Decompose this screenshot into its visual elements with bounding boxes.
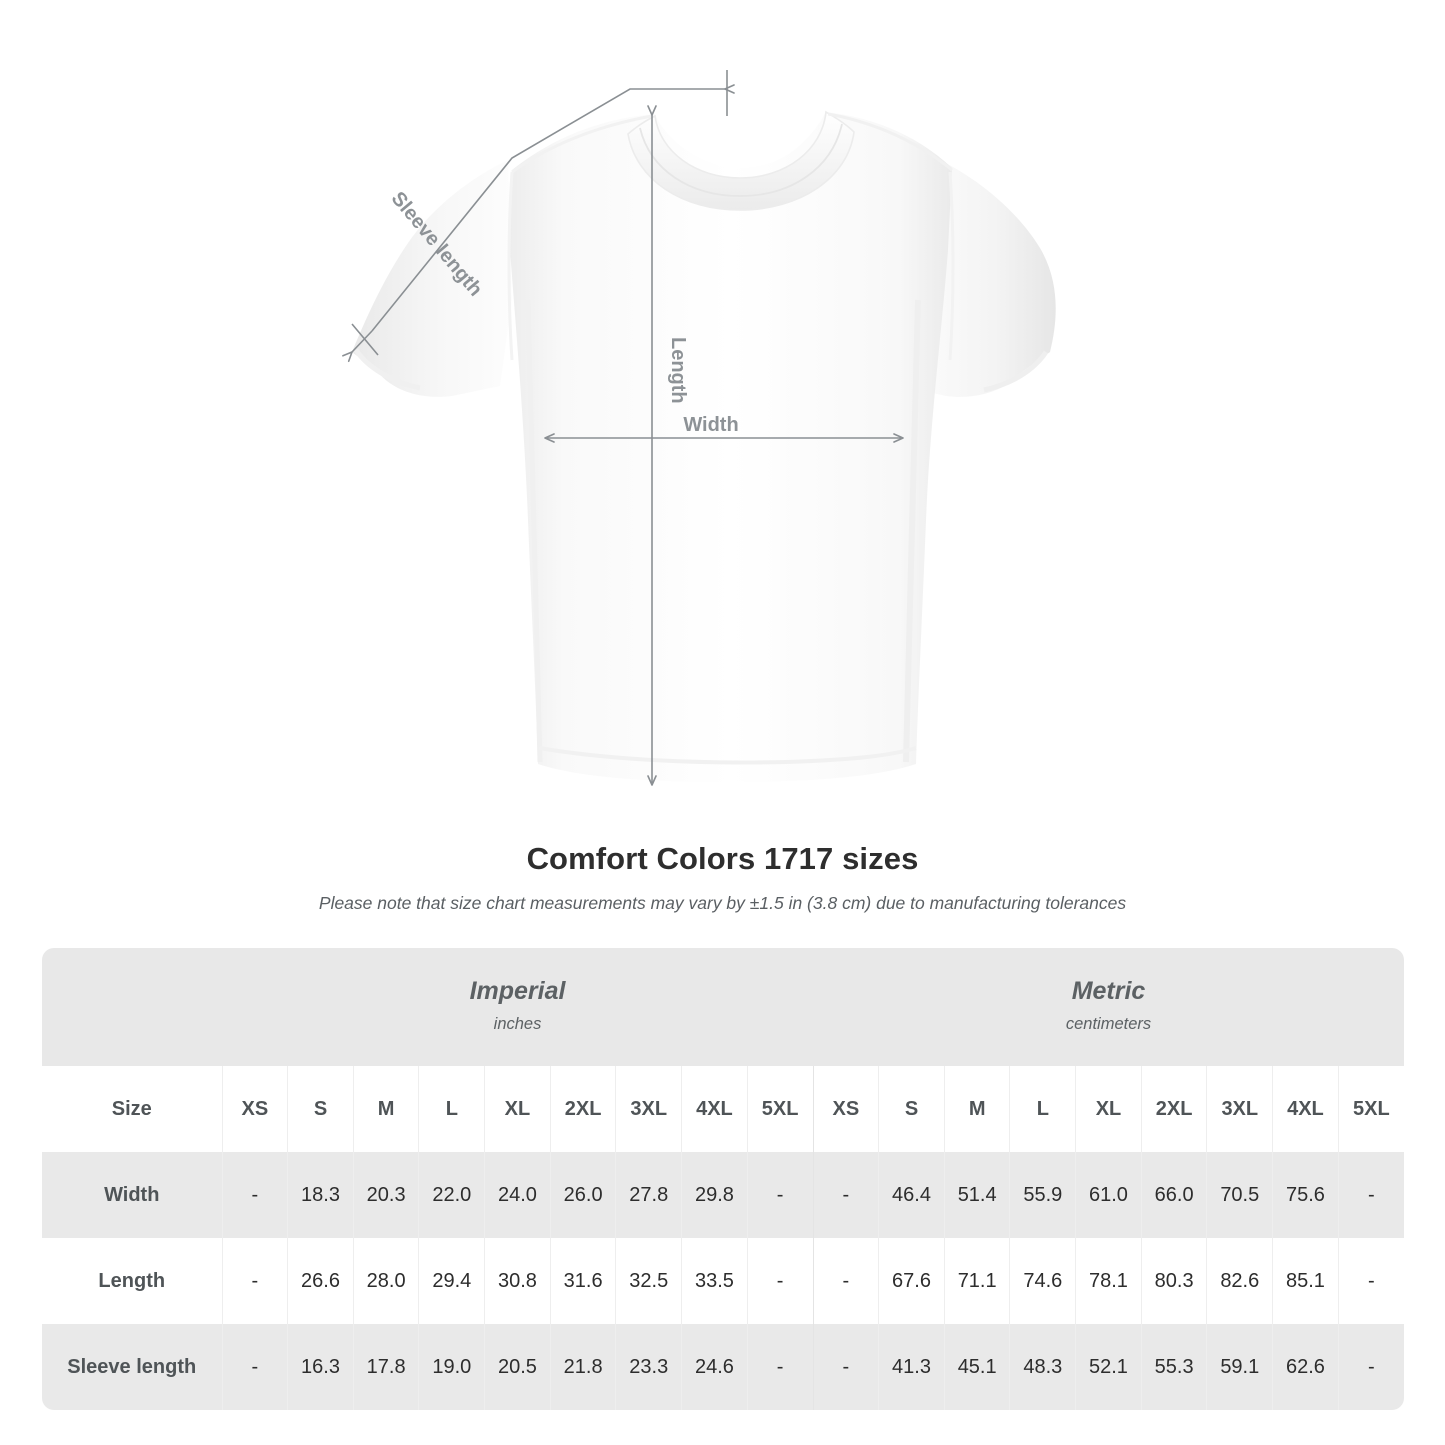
cell-sleeve-length-metric-s: 41.3: [878, 1324, 945, 1410]
table-row: Length -26.6 28.0 29.4 30.8 31.6 32.5 33.5- -67.…: [42, 1238, 1404, 1324]
cell-length-imperial-s: 26.6: [287, 1238, 354, 1324]
cell-length-imperial-xl: 30.8: [484, 1238, 551, 1324]
cell-length-metric-m: 71.1: [943, 1238, 1010, 1324]
cell-sleeve-length-imperial-xs: -: [221, 1324, 288, 1410]
cell-width-imperial-xl: 24.0: [484, 1152, 551, 1238]
cell-sleeve-length-metric-xl: 52.1: [1075, 1324, 1142, 1410]
column-header-metric-2xl: 2XL: [1140, 1066, 1207, 1152]
measurement-lines: [342, 70, 904, 786]
cell-length-imperial-xs: -: [221, 1238, 288, 1324]
unit-banner-row: Imperial inches Metric centimeters: [42, 948, 1404, 1066]
cell-sleeve-length-metric-m: 45.1: [943, 1324, 1010, 1410]
cell-length-metric-5xl: -: [1337, 1238, 1404, 1324]
cell-length-metric-xl: 78.1: [1075, 1238, 1142, 1324]
unit-banner-spacer: [42, 948, 222, 1066]
cell-sleeve-length-imperial-m: 17.8: [352, 1324, 419, 1410]
column-header-imperial-5xl: 5XL: [746, 1066, 814, 1152]
cell-width-imperial-m: 20.3: [352, 1152, 419, 1238]
cell-sleeve-length-imperial-s: 16.3: [287, 1324, 354, 1410]
cell-width-imperial-xs: -: [221, 1152, 288, 1238]
column-header-imperial-m: M: [352, 1066, 419, 1152]
length-label: Length: [667, 337, 689, 404]
cell-sleeve-length-imperial-3xl: 23.3: [615, 1324, 682, 1410]
table-row: Width -18.3 20.3 22.0 24.0 26.0 27.8 29.8- -46.4…: [42, 1152, 1404, 1238]
title-block: Comfort Colors 1717 sizes Please note th…: [0, 840, 1445, 915]
cell-width-metric-3xl: 70.5: [1206, 1152, 1273, 1238]
cell-width-imperial-3xl: 27.8: [615, 1152, 682, 1238]
size-chart-table: Imperial inches Metric centimeters Size XS S M L…: [42, 948, 1404, 1410]
cell-width-metric-xs: -: [812, 1152, 879, 1238]
column-header-metric-l: L: [1009, 1066, 1076, 1152]
cell-length-metric-3xl: 82.6: [1206, 1238, 1273, 1324]
cell-width-imperial-s: 18.3: [287, 1152, 354, 1238]
column-header-imperial-4xl: 4XL: [681, 1066, 748, 1152]
cell-length-metric-2xl: 80.3: [1140, 1238, 1207, 1324]
row-label-length: Length: [42, 1238, 222, 1324]
cell-width-imperial-5xl: -: [746, 1152, 814, 1238]
column-header-metric-xs: XS: [812, 1066, 879, 1152]
column-header-metric-5xl: 5XL: [1337, 1066, 1404, 1152]
unit-group-name: Metric: [1071, 976, 1146, 1005]
cell-width-imperial-4xl: 29.8: [681, 1152, 748, 1238]
cell-sleeve-length-metric-3xl: 59.1: [1206, 1324, 1273, 1410]
cell-width-imperial-l: 22.0: [418, 1152, 485, 1238]
cell-width-metric-s: 46.4: [878, 1152, 945, 1238]
column-header-imperial-xl: XL: [484, 1066, 551, 1152]
cell-sleeve-length-imperial-5xl: -: [746, 1324, 814, 1410]
cell-length-imperial-2xl: 31.6: [549, 1238, 616, 1324]
cell-width-metric-xl: 61.0: [1075, 1152, 1142, 1238]
cell-width-metric-2xl: 66.0: [1140, 1152, 1207, 1238]
cell-width-metric-4xl: 75.6: [1272, 1152, 1339, 1238]
cell-sleeve-length-imperial-4xl: 24.6: [681, 1324, 748, 1410]
page-title: Comfort Colors 1717 sizes: [526, 841, 919, 876]
size-chart-table-wrap: Imperial inches Metric centimeters Size XS S M L…: [42, 948, 1404, 1410]
cell-length-imperial-l: 29.4: [418, 1238, 485, 1324]
tshirt-illustration: Sleeve length Length Width: [342, 70, 1056, 786]
cell-length-metric-4xl: 85.1: [1272, 1238, 1339, 1324]
cell-sleeve-length-metric-4xl: 62.6: [1272, 1324, 1339, 1410]
cell-length-metric-s: 67.6: [878, 1238, 945, 1324]
cell-sleeve-length-imperial-2xl: 21.8: [549, 1324, 616, 1410]
column-header-metric-s: S: [878, 1066, 945, 1152]
cell-length-imperial-4xl: 33.5: [681, 1238, 748, 1324]
unit-group-imperial: Imperial inches: [222, 948, 814, 1066]
cell-sleeve-length-metric-5xl: -: [1337, 1324, 1404, 1410]
unit-group-metric: Metric centimeters: [813, 948, 1404, 1066]
column-header-imperial-xs: XS: [221, 1066, 288, 1152]
cell-length-metric-xs: -: [812, 1238, 879, 1324]
cell-width-metric-5xl: -: [1337, 1152, 1404, 1238]
column-header-size: Size: [42, 1066, 222, 1152]
cell-length-metric-l: 74.6: [1009, 1238, 1076, 1324]
table-header-row: Size XS S M L XL 2XL 3XL 4XL 5XL XS S M L XL 2XL 3XL 4XL 5…: [42, 1066, 1404, 1152]
cell-sleeve-length-metric-xs: -: [812, 1324, 879, 1410]
cell-sleeve-length-imperial-l: 19.0: [418, 1324, 485, 1410]
column-header-imperial-l: L: [418, 1066, 485, 1152]
row-label-sleeve-length: Sleeve length: [42, 1324, 222, 1410]
cell-width-metric-m: 51.4: [943, 1152, 1010, 1238]
column-header-metric-3xl: 3XL: [1206, 1066, 1273, 1152]
cell-sleeve-length-metric-l: 48.3: [1009, 1324, 1076, 1410]
row-label-width: Width: [42, 1152, 222, 1238]
cell-width-imperial-2xl: 26.0: [549, 1152, 616, 1238]
unit-group-name: Imperial: [469, 976, 566, 1005]
cell-length-imperial-m: 28.0: [352, 1238, 419, 1324]
cell-sleeve-length-metric-2xl: 55.3: [1140, 1324, 1207, 1410]
unit-group-sub: centimeters: [1065, 1014, 1152, 1033]
table-row: Sleeve length -16.3 17.8 19.0 20.5 21.8 23.3 24…: [42, 1324, 1404, 1410]
cell-width-metric-l: 55.9: [1009, 1152, 1076, 1238]
cell-sleeve-length-imperial-xl: 20.5: [484, 1324, 551, 1410]
tshirt-garment: [352, 110, 1056, 782]
width-label: Width: [683, 414, 738, 436]
tolerance-note: Please note that size chart measurements…: [318, 892, 1127, 913]
unit-group-sub: inches: [493, 1014, 542, 1033]
column-header-metric-m: M: [943, 1066, 1010, 1152]
cell-length-imperial-5xl: -: [746, 1238, 814, 1324]
column-header-imperial-s: S: [287, 1066, 354, 1152]
column-header-metric-xl: XL: [1075, 1066, 1142, 1152]
column-header-imperial-3xl: 3XL: [615, 1066, 682, 1152]
cell-length-imperial-3xl: 32.5: [615, 1238, 682, 1324]
column-header-metric-4xl: 4XL: [1272, 1066, 1339, 1152]
column-header-imperial-2xl: 2XL: [549, 1066, 616, 1152]
